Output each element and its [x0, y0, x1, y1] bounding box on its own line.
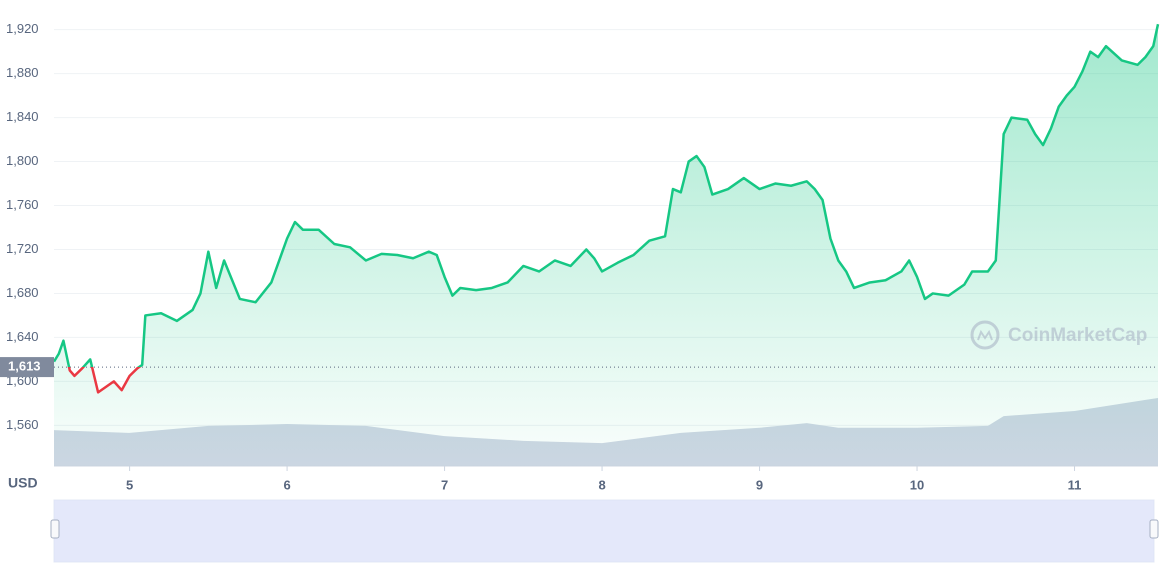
y-tick-label: 1,920: [6, 21, 39, 36]
navigator-handle[interactable]: [1149, 519, 1159, 539]
y-tick-label: 1,720: [6, 241, 39, 256]
watermark: CoinMarketCap: [970, 320, 1147, 350]
y-tick-label: 1,640: [6, 329, 39, 344]
navigator[interactable]: [50, 499, 1159, 563]
y-tick-label: 1,760: [6, 197, 39, 212]
navigator-window[interactable]: [54, 500, 1154, 562]
x-tick-label: 9: [756, 477, 763, 492]
x-tick-label: 7: [441, 477, 448, 492]
x-tick-label: 10: [910, 477, 924, 492]
y-tick-label: 1,560: [6, 417, 39, 432]
y-tick-label: 1,840: [6, 109, 39, 124]
x-tick-label: 5: [126, 477, 133, 492]
y-tick-label: 1,880: [6, 65, 39, 80]
baseline-label: 1,613: [8, 359, 41, 374]
plot: 1,5601,6001,6401,6801,7201,7601,8001,840…: [0, 21, 1160, 562]
x-tick-label: 11: [1068, 477, 1082, 492]
watermark-text: CoinMarketCap: [1008, 325, 1147, 346]
baseline-label-bg: [0, 357, 54, 378]
navigator-handle[interactable]: [50, 519, 60, 539]
y-unit: USD: [8, 475, 38, 491]
price-line: [52, 23, 1160, 394]
x-tick-label: 6: [283, 477, 290, 492]
price-area: [54, 24, 1158, 466]
y-tick-label: 1,800: [6, 153, 39, 168]
x-tick-label: 8: [598, 477, 605, 492]
y-tick-label: 1,680: [6, 285, 39, 300]
